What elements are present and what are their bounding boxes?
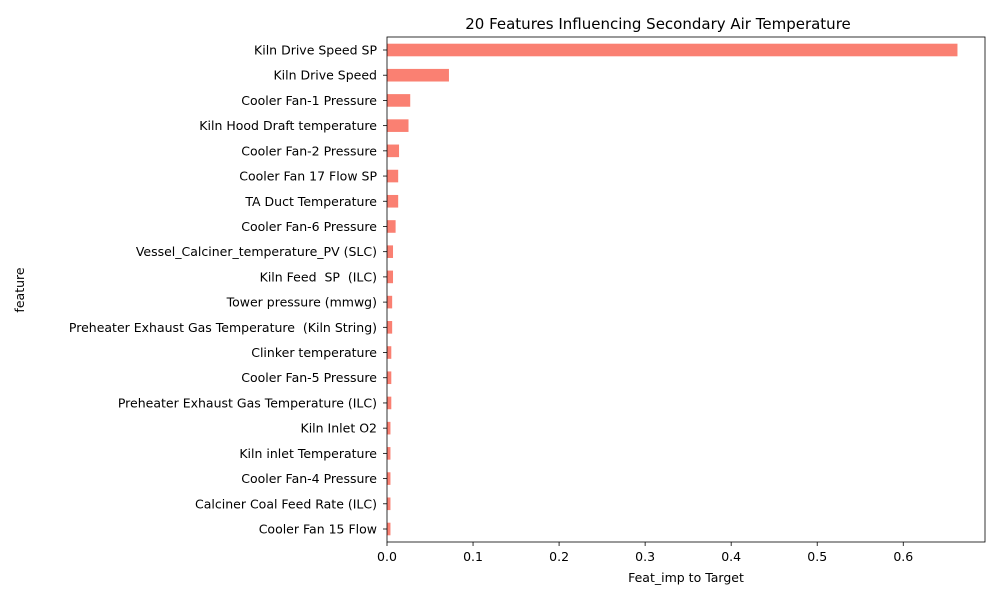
y-axis-ticks: Kiln Drive Speed SP Kiln Drive Speed Coole… — [69, 43, 387, 537]
y-tick-label: Cooler Fan 15 Flow — [259, 522, 377, 537]
bar — [387, 94, 411, 107]
x-tick-label: 0.0 — [377, 549, 397, 564]
bar — [387, 194, 399, 208]
chart-title: 20 Features Influencing Secondary Air Te… — [465, 15, 851, 33]
plot-frame — [386, 36, 986, 543]
bar — [387, 421, 391, 435]
y-tick-label: Cooler Fan-6 Pressure — [241, 219, 377, 234]
bars-group — [387, 43, 958, 536]
bar — [387, 119, 409, 132]
bar — [387, 144, 400, 158]
y-tick-label: Preheater Exhaust Gas Temperature (ILC) — [118, 395, 377, 410]
x-axis-label: Feat_imp to Target — [628, 570, 744, 585]
y-tick-label: Cooler Fan-2 Pressure — [241, 143, 377, 158]
bar — [387, 220, 396, 233]
bar — [387, 295, 393, 309]
bar — [387, 522, 391, 536]
x-tick-label: 0.2 — [549, 549, 569, 564]
bar — [387, 43, 958, 57]
y-tick-label: Cooler Fan-5 Pressure — [241, 370, 377, 385]
y-tick-label: Cooler Fan-4 Pressure — [241, 471, 377, 486]
y-tick-label: TA Duct Temperature — [244, 194, 377, 209]
x-tick-label: 0.6 — [893, 549, 913, 564]
bar — [387, 472, 391, 485]
bar — [387, 245, 394, 258]
y-tick-label: Clinker temperature — [251, 345, 377, 360]
y-tick-label: Calciner Coal Feed Rate (ILC) — [195, 496, 377, 511]
y-tick-label: Cooler Fan 17 Flow SP — [239, 169, 377, 184]
y-tick-label: Kiln inlet Temperature — [239, 446, 377, 461]
bar — [387, 346, 392, 359]
x-tick-label: 0.5 — [807, 549, 827, 564]
bar — [387, 169, 399, 183]
bar — [387, 270, 394, 284]
y-tick-label: Vessel_Calciner_temperature_PV (SLC) — [136, 244, 377, 259]
y-tick-label: Kiln Feed SP (ILC) — [260, 269, 377, 284]
y-tick-label: Preheater Exhaust Gas Temperature (Kiln … — [69, 320, 377, 335]
x-tick-label: 0.1 — [463, 549, 483, 564]
y-tick-label: Kiln Drive Speed SP — [254, 43, 377, 58]
bar — [387, 68, 449, 82]
bar — [387, 371, 392, 385]
y-tick-label: Kiln Drive Speed — [273, 68, 377, 83]
bar — [387, 497, 391, 511]
bar — [387, 447, 391, 460]
y-tick-label: Kiln Inlet O2 — [301, 421, 377, 436]
bar — [387, 396, 392, 410]
y-tick-label: Tower pressure (mmwg) — [226, 295, 377, 310]
x-tick-label: 0.3 — [635, 549, 655, 564]
y-tick-label: Cooler Fan-1 Pressure — [241, 93, 377, 108]
y-axis-label: feature — [12, 267, 27, 312]
x-tick-label: 0.4 — [721, 549, 741, 564]
bar — [387, 321, 393, 334]
y-tick-label: Kiln Hood Draft temperature — [199, 118, 377, 133]
x-axis-ticks: 0.0 0.1 0.2 0.3 0.4 0.5 0.6 — [377, 542, 913, 564]
